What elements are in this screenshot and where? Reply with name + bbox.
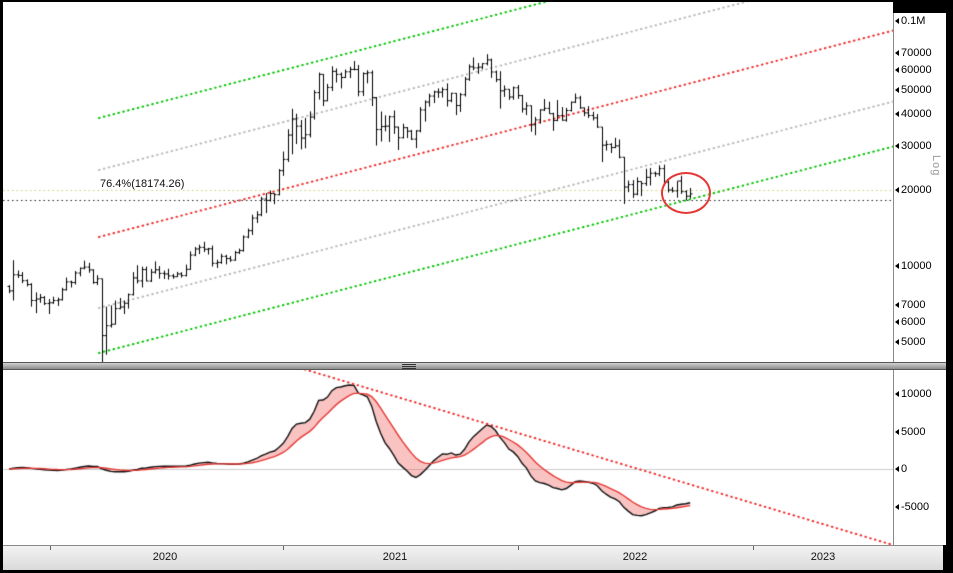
price-chart-panel: 76.4%(18174.26) bbox=[3, 2, 893, 362]
year-tick bbox=[283, 546, 284, 550]
indicator-axis-label: 5000 bbox=[895, 425, 925, 439]
year-tick bbox=[753, 546, 754, 550]
highlight-circle-annotation[interactable] bbox=[661, 172, 711, 214]
year-label: 2020 bbox=[152, 551, 178, 563]
time-axis[interactable]: 2020 2021 2022 2023 bbox=[3, 545, 943, 570]
tick-arrow-icon bbox=[895, 18, 899, 24]
price-chart-canvas[interactable] bbox=[3, 2, 893, 362]
tick-arrow-icon bbox=[895, 428, 899, 435]
year-label: 2021 bbox=[382, 551, 408, 563]
indicator-axis-label: 10000 bbox=[895, 387, 932, 401]
tick-arrow-icon bbox=[895, 142, 899, 149]
year-tick bbox=[518, 546, 519, 550]
tick-arrow-icon bbox=[895, 503, 899, 510]
fib-level-label[interactable]: 76.4%(18174.26) bbox=[100, 178, 185, 190]
tick-arrow-icon bbox=[895, 466, 899, 472]
indicator-axis-scale[interactable]: 10000 5000 0 -5000 bbox=[893, 370, 946, 545]
tick-arrow-icon bbox=[895, 86, 899, 93]
tick-arrow-icon bbox=[895, 319, 899, 326]
year-label: 2022 bbox=[622, 551, 648, 563]
tick-arrow-icon bbox=[895, 263, 899, 269]
divider-grip-icon bbox=[402, 364, 416, 369]
price-axis-label: 7000 bbox=[895, 298, 925, 312]
panel-divider[interactable] bbox=[3, 362, 946, 370]
price-axis-label: 6000 bbox=[895, 315, 925, 329]
tick-arrow-icon bbox=[895, 391, 899, 397]
scale-corner-box bbox=[893, 0, 953, 13]
tick-arrow-icon bbox=[895, 339, 899, 345]
price-axis-label: 40000 bbox=[895, 107, 932, 121]
indicator-axis-label: -5000 bbox=[895, 500, 929, 514]
price-axis-label: 70000 bbox=[895, 46, 932, 60]
indicator-axis-label: 0 bbox=[895, 462, 907, 476]
year-tick bbox=[50, 546, 51, 550]
price-axis-label: 10000 bbox=[895, 259, 932, 273]
indicator-canvas[interactable] bbox=[3, 370, 893, 545]
tick-arrow-icon bbox=[895, 186, 899, 193]
price-axis-label: 30000 bbox=[895, 139, 932, 153]
tick-arrow-icon bbox=[895, 110, 899, 117]
indicator-panel bbox=[3, 370, 893, 545]
price-axis-label: 60000 bbox=[895, 63, 932, 77]
price-axis-label: 50000 bbox=[895, 83, 932, 97]
price-axis-scale[interactable]: Log 0.1M 70000 60000 50000 40000 30000 20000 10… bbox=[893, 2, 946, 362]
tick-arrow-icon bbox=[895, 49, 899, 56]
tick-arrow-icon bbox=[895, 66, 899, 73]
price-axis-label: 20000 bbox=[895, 183, 932, 197]
price-axis-label: 5000 bbox=[895, 335, 925, 349]
year-label: 2023 bbox=[810, 551, 836, 563]
log-scale-toggle[interactable]: Log bbox=[930, 155, 942, 177]
tick-arrow-icon bbox=[895, 302, 899, 309]
price-axis-label: 0.1M bbox=[895, 14, 925, 28]
